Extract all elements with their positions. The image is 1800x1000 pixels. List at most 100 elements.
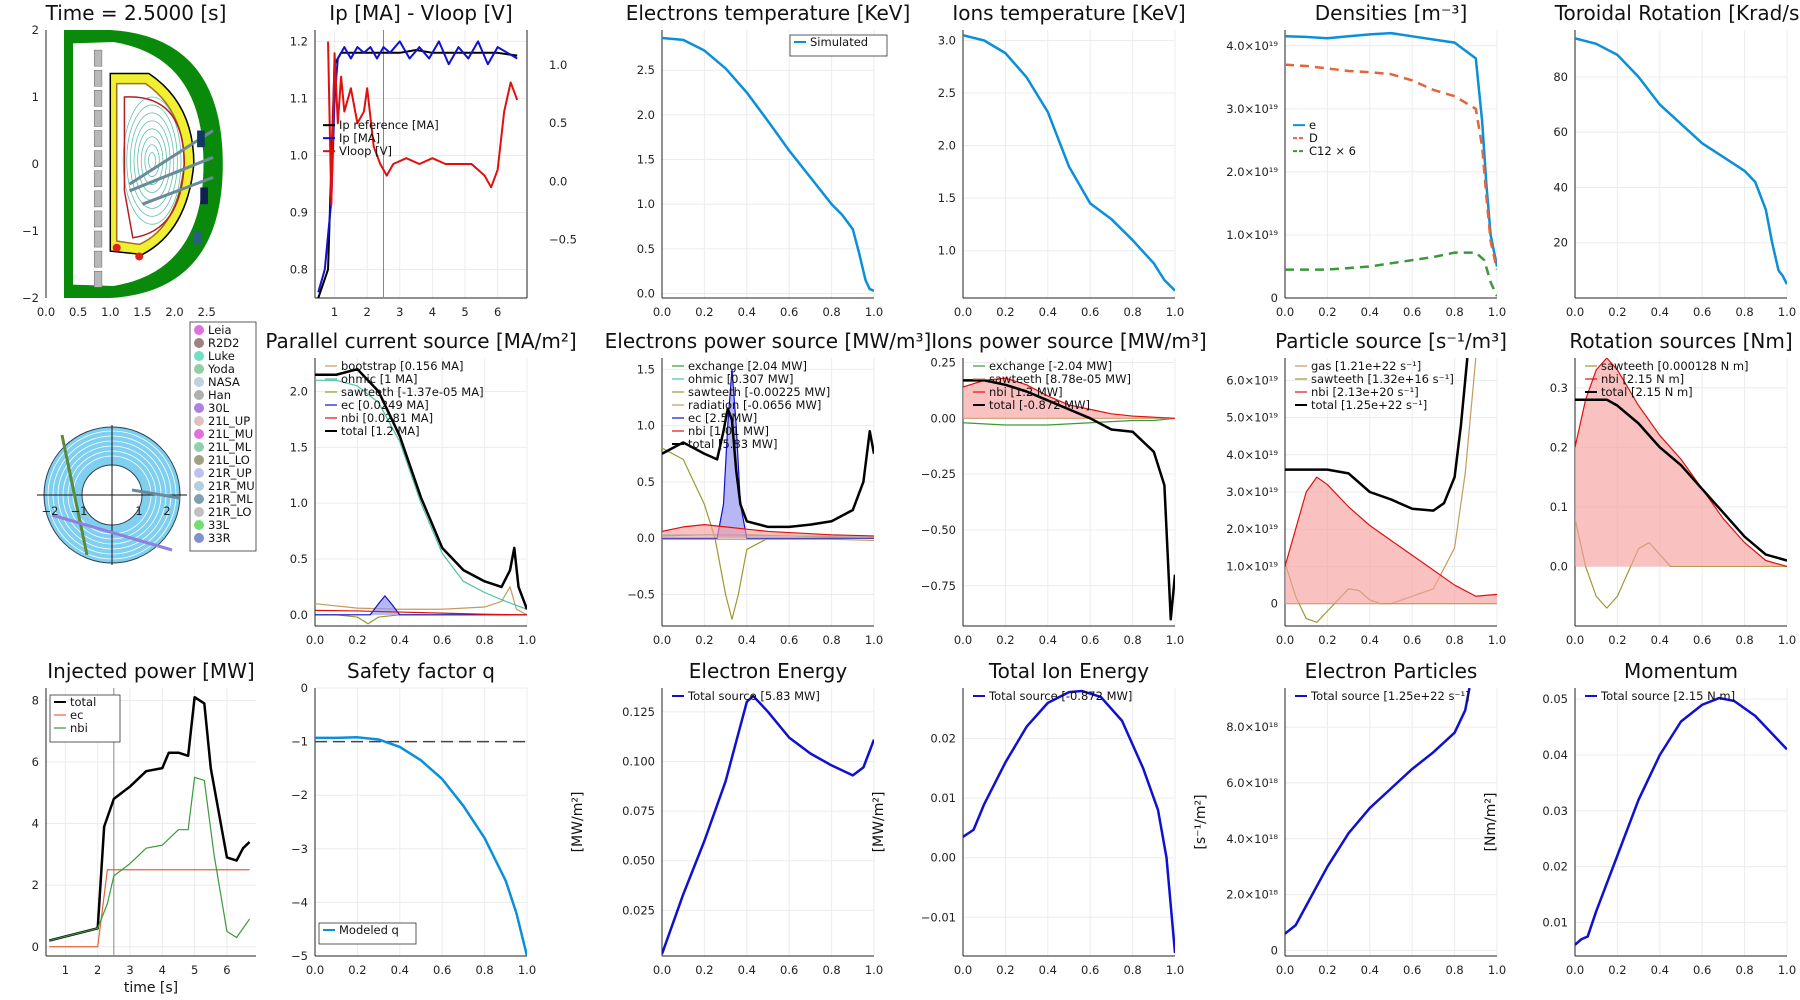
legend-label: Ip reference [MA] [339,118,439,132]
ring-label: 2 [163,504,170,518]
x-tick-label: 5 [461,305,468,319]
series-fill-1 [1575,358,1787,567]
chart-title: Ions power source [MW/m³] [931,329,1206,353]
legend-label: Total source [1.25e+22 s⁻¹] [1310,689,1470,703]
y-tick-label: 1.5 [938,191,956,205]
x-tick-label: 1.0 [518,633,536,647]
plot-area [662,368,874,620]
x-tick-label: 0.8 [1735,963,1753,977]
coil [93,210,103,228]
legend-label: NASA [208,375,240,389]
legend-swatch [194,377,204,387]
legend-label: sawteeth [0.000128 N m] [1601,359,1749,373]
series-line-2 [315,614,527,625]
chart-ip: 1 2 3 4 5 6 0.8 0.9 1.0 1.1 1.2 Ip [MA] - Vloop [V]… [290,1,577,319]
legend-swatch [194,364,204,374]
legend-swatch [194,416,204,426]
y-tick-label: −5 [291,949,308,963]
y-tick-label: 0.02 [1542,860,1568,874]
series-line-2 [1285,476,1497,597]
x-tick-label: 6 [223,963,230,977]
x-tick-label: 0.0 [37,305,55,319]
legend-label: total [-0.872 MW] [989,398,1090,412]
x-tick-label: 0.0 [1276,963,1294,977]
x-tick-label: 0.4 [1039,305,1057,319]
legend-label: Ip [MA] [339,131,380,145]
x-tick-label: 1 [331,305,338,319]
legend-swatch [194,533,204,543]
y-tick-label: 0.125 [622,705,655,719]
y-tick-label: −4 [291,895,308,909]
y-tick-label: −2 [291,788,308,802]
flux-surface [129,112,175,209]
y-tick-label: 3.0 [938,34,956,48]
coil [93,230,103,248]
y-tick-label: −0.75 [921,579,956,593]
y-tick-label: 0.8 [290,262,308,276]
beam-line [129,155,214,193]
chart-mom: 0.0 0.2 0.4 0.6 0.8 1.0 0.01 0.02 0.03 0.04 0.05 Mo… [1483,659,1796,977]
legend-box [789,34,888,57]
legend-label: ohmic [1 MA] [341,372,417,386]
y2-tick-label: −0.5 [549,233,577,247]
coil [93,170,103,188]
plot-area [315,367,527,625]
x-tick-label: 0.6 [1693,963,1711,977]
series-fill-3 [315,595,527,615]
x-tick-label: 0.6 [1081,963,1099,977]
x-tick-label: 3 [396,305,403,319]
x-tick-label: 5 [191,963,198,977]
x-tick-label: 1.0 [865,963,883,977]
legend-label: ec [2.5 MW] [688,411,757,425]
x-tick-label: 1.0 [1166,305,1184,319]
x-tick-label: 1.0 [1778,963,1796,977]
x-tick-label: 0.4 [391,633,409,647]
chart-rs: 0.0 0.2 0.4 0.6 0.8 1.0 0.0 0.1 0.2 0.3 Rotation s… [1550,329,1796,647]
chart-jsrc: 0.0 0.2 0.4 0.6 0.8 1.0 0.0 0.5 1.0 1.5 2.0 Paralle… [265,329,576,647]
coil [93,69,103,87]
chart-qe: 0.0 0.2 0.4 0.6 0.8 1.0 −0.5 0.0 0.5 1.0 1.5 Electr… [605,329,932,647]
x-tick-label: 0.2 [1608,633,1626,647]
x-axis-label: time [s] [124,980,178,996]
x-tick-label: 1.0 [1488,305,1506,319]
chart-title: Toroidal Rotation [Krad/s] [1554,1,1800,25]
y2-tick-label: 0.0 [549,174,567,188]
x-tick-label: 0.2 [695,633,713,647]
series-line-0 [963,34,1175,292]
x-tick-label: 0.6 [1403,963,1421,977]
x-tick-label: 1.0 [1488,633,1506,647]
y-tick-label: 0.04 [1542,748,1568,762]
x-tick-label: 0.4 [1361,305,1379,319]
x-tick-label: 1.0 [865,305,883,319]
series-line-3 [662,538,874,542]
chart-title: Densities [m⁻³] [1315,1,1468,25]
x-tick-label: 2 [94,963,101,977]
x-tick-label: 0.6 [780,633,798,647]
y-tick-label: 1.0 [290,148,308,162]
y-tick-label: 80 [1553,70,1568,84]
legend-swatch [194,351,204,361]
legend-label: nbi [2.13e+20 s⁻¹] [1311,385,1419,399]
y-tick-label: 8 [32,693,39,707]
series-line-1 [315,379,527,610]
legend-label: sawteeth [1.32e+16 s⁻¹] [1311,372,1454,386]
coil [93,190,103,208]
legend-label: nbi [2.15 N m] [1601,372,1684,386]
y-tick-label: 40 [1553,180,1568,194]
legend-label: sawteeth [8.78e-05 MW] [989,372,1131,386]
x-tick-label: 0.6 [1403,305,1421,319]
y-axis-label: [s⁻¹/m²] [1193,794,1209,849]
y-tick-label: 5.0×10¹⁹ [1226,411,1278,425]
ring-label: −2 [42,504,59,518]
legend-swatch [194,455,204,465]
y-tick-label: −1 [291,735,308,749]
x-tick-label: 0.0 [954,633,972,647]
x-tick-label: 0.2 [1608,305,1626,319]
coil [93,250,103,268]
x-tick-label: 0.8 [1445,963,1463,977]
y2-tick-label: 1.0 [549,58,567,72]
x-tick-label: 0.2 [996,633,1014,647]
x-tick-label: 0.8 [822,305,840,319]
strike-point [112,243,121,252]
